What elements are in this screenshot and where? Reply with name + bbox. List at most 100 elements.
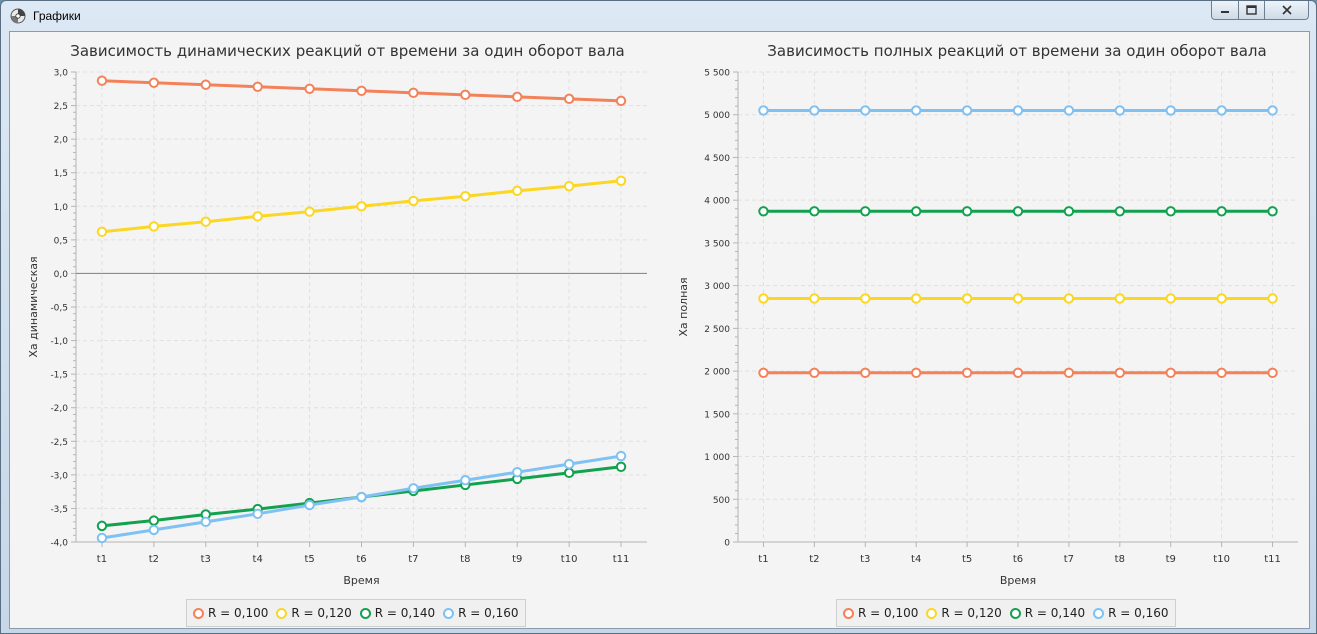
chart2-series-3-point — [809, 206, 820, 217]
chart2-x-axis-label: Время — [1000, 574, 1036, 587]
chart1-series-4-point — [356, 491, 367, 503]
chart2-series-3-point — [1216, 206, 1227, 217]
legend-label: R = 0,160 — [1108, 606, 1169, 620]
chart1-series-1-point — [512, 91, 523, 103]
chart1-series-4-point — [200, 516, 211, 528]
chart1-ytick-label: -3,0 — [50, 471, 68, 481]
chart2-series-4-point — [1063, 105, 1075, 116]
chart1-series-2-point — [304, 206, 315, 217]
chart1-series-2-point — [408, 195, 419, 207]
chart2-series-3-point — [860, 206, 871, 217]
chart1-xtick-label: t1 — [97, 554, 107, 565]
chart2-series-1-point — [910, 367, 922, 378]
chart2-series-4-point — [961, 105, 973, 116]
legend-item: R = 0,100 — [193, 606, 268, 620]
chart2-ytick-label: 1 500 — [704, 410, 730, 420]
legend-label: R = 0,160 — [458, 606, 519, 620]
legend-marker-icon — [443, 607, 455, 619]
chart1-series-3-point — [96, 520, 108, 532]
chart2-series-3-point — [1063, 206, 1075, 217]
legend-item: R = 0,120 — [926, 606, 1002, 620]
chart2-xtick-label: t1 — [758, 554, 768, 565]
chart1-series-1-point — [460, 89, 471, 101]
chart2-xtick-label: t2 — [809, 554, 819, 565]
legend-marker-icon — [843, 607, 854, 619]
chart1-series-2-point — [615, 175, 627, 186]
chart1-ytick-label: -4,0 — [50, 539, 68, 549]
chart2-xtick-label: t4 — [911, 554, 921, 565]
chart1-ytick-label: 0,5 — [54, 236, 68, 246]
chart2-series-4-point — [860, 105, 871, 116]
chart1-series-4-point — [252, 508, 263, 519]
chart1-series-4-point — [96, 532, 108, 544]
chart1-ytick-label: -0,5 — [50, 304, 68, 314]
chart2-series-2-point — [961, 293, 973, 304]
maximize-icon — [1246, 5, 1257, 15]
chart2-series-2-point — [860, 293, 871, 304]
chart2-series-4-point — [910, 105, 922, 116]
chart1-xtick-label: t9 — [512, 554, 522, 565]
chart1-series-2-point — [96, 226, 108, 238]
chart1-ytick-label: 2,5 — [54, 102, 68, 112]
chart1-series-4-point — [512, 466, 523, 478]
legend-marker-icon — [926, 607, 938, 619]
chart1-series-2-point — [148, 221, 160, 232]
chart2-xtick-label: t10 — [1213, 554, 1230, 565]
chart1-series-4-point — [615, 450, 627, 462]
chart2-series-1-point — [1165, 367, 1176, 378]
chart2-series-3-point — [961, 206, 973, 217]
legend-marker-icon — [276, 607, 288, 619]
chart2-series-1-point — [961, 367, 973, 378]
close-button[interactable] — [1265, 1, 1309, 20]
legend-label: R = 0,100 — [858, 606, 919, 620]
chart2-xtick-label: t8 — [1115, 554, 1125, 565]
chart1-ytick-label: -2,0 — [50, 404, 68, 414]
chart1-series-4-point — [148, 524, 160, 536]
chart1-series-3-point — [563, 467, 575, 479]
legend-label: R = 0,120 — [941, 606, 1002, 620]
chart2-xtick-label: t7 — [1064, 554, 1074, 565]
chart2-ytick-label: 500 — [713, 496, 730, 506]
chart2-series-1-point — [758, 367, 769, 378]
legend-label: R = 0,120 — [291, 606, 352, 620]
chart1-ytick-label: 3,0 — [54, 69, 69, 79]
legend-marker-icon — [1009, 607, 1021, 619]
chart1-xtick-label: t10 — [561, 554, 578, 565]
minimize-button[interactable] — [1211, 1, 1239, 20]
chart1-series-1-point — [356, 85, 367, 96]
chart2-xtick-label: t9 — [1166, 554, 1176, 565]
chart1-series-1-point — [96, 75, 108, 86]
chart1-x-axis-label: Время — [343, 574, 379, 587]
chart1-series-3-point — [148, 515, 160, 526]
chart1-ytick-label: -1,5 — [50, 371, 68, 381]
dynamic-reactions-chart: Зависимость динамических реакций от врем… — [27, 42, 647, 587]
chart2-ytick-label: 4 500 — [704, 154, 730, 164]
minimize-icon — [1221, 11, 1229, 13]
chart1-series-1-point — [615, 95, 627, 107]
title-bar[interactable]: Графики — [1, 1, 1316, 31]
chart2-series-3-point — [1267, 206, 1278, 217]
chart2-title: Зависимость полных реакций от времени за… — [767, 42, 1266, 60]
chart1-series-1-point — [148, 77, 160, 88]
chart1-ytick-label: 1,5 — [54, 169, 68, 179]
chart2-series-2-point — [809, 293, 820, 304]
chart1-series-1-point — [200, 79, 211, 90]
chart2-ytick-label: 5 000 — [704, 111, 730, 121]
chart2-series-4-point — [1165, 105, 1176, 116]
legend-marker-icon — [359, 607, 371, 619]
legend-item: R = 0,140 — [1009, 606, 1085, 620]
chart2-series-3-point — [1114, 206, 1126, 217]
chart2-ytick-label: 0 — [724, 539, 730, 549]
chart2-ytick-label: 2 000 — [704, 368, 730, 378]
chart1-xtick-label: t7 — [408, 554, 418, 565]
chart2-series-2-point — [1267, 293, 1278, 304]
chart1-y-axis-label: Xа динамическая — [27, 256, 40, 357]
chart2-series-2-point — [1114, 293, 1126, 304]
chart1-series-2-point — [200, 216, 211, 227]
maximize-button[interactable] — [1239, 1, 1265, 20]
chart1-ytick-label: 2,0 — [54, 136, 69, 146]
chart2-series-2-point — [758, 293, 769, 304]
chart2-ytick-label: 4 000 — [704, 197, 730, 207]
chart2-xtick-label: t3 — [860, 554, 870, 565]
chart2-ytick-label: 2 500 — [704, 325, 730, 335]
